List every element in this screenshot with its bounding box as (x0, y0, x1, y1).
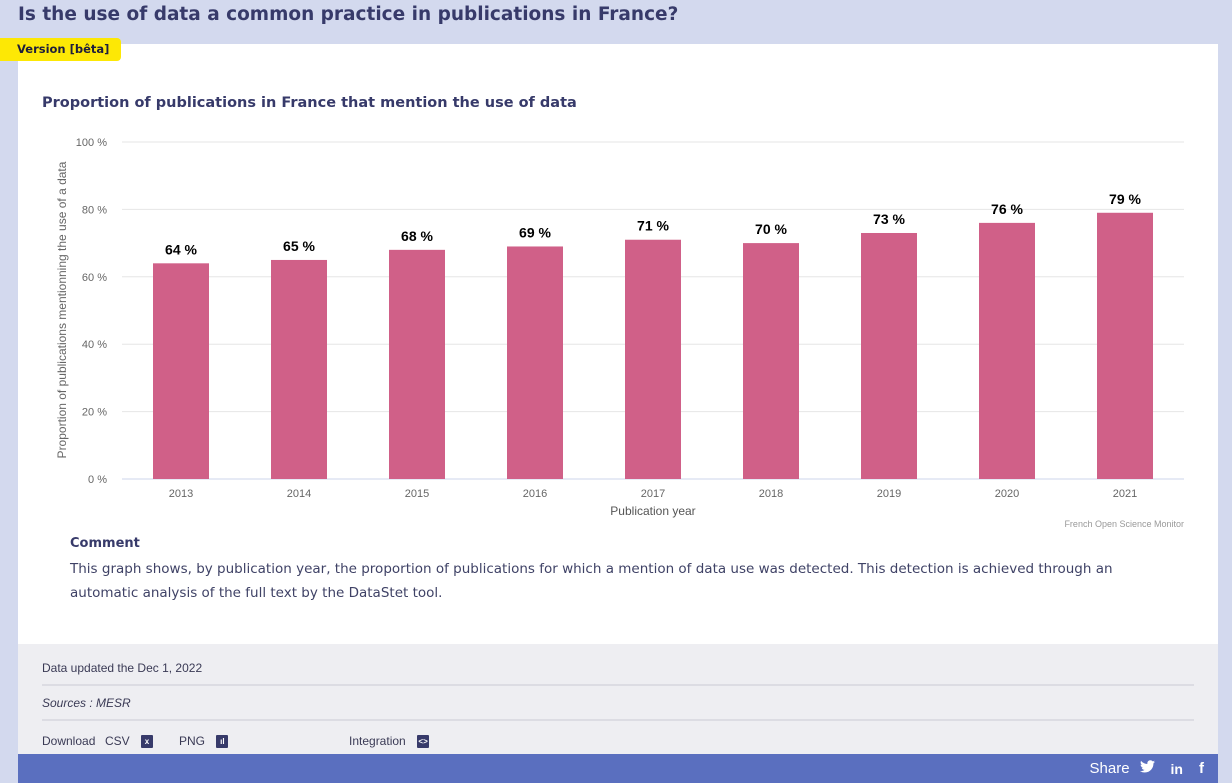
integration-button[interactable]: Integration <> (349, 734, 430, 749)
footer-panel: Data updated the Dec 1, 2022 Sources : M… (18, 644, 1218, 754)
y-tick-label: 40 % (82, 339, 107, 351)
data-label: 79 % (1109, 191, 1141, 207)
x-tick-label: 2021 (1113, 488, 1137, 500)
data-label: 76 % (991, 201, 1023, 217)
bar-chart: 0 % 20 % 40 % 60 % 80 % 100 % 64 % 2013 65 % 2014… (55, 137, 1184, 529)
footer-divider (42, 684, 1194, 686)
x-tick-label: 2014 (287, 488, 311, 500)
footer-divider (42, 719, 1194, 721)
y-tick-label: 20 % (82, 407, 107, 419)
data-label: 73 % (873, 211, 905, 227)
x-tick-label: 2020 (995, 488, 1019, 500)
y-tick-label: 0 % (88, 474, 107, 486)
png-label: PNG (179, 734, 206, 748)
sources-text: Sources : MESR (42, 696, 131, 710)
share-bar: Share in f (18, 754, 1218, 783)
integration-label: Integration (349, 734, 406, 748)
y-tick-label: 100 % (76, 137, 107, 149)
download-label: Download (42, 734, 96, 748)
bar-2013[interactable] (153, 263, 209, 479)
twitter-icon[interactable] (1139, 760, 1155, 777)
bar-2015[interactable] (389, 249, 445, 479)
data-label: 68 % (401, 228, 433, 244)
csv-label: CSV (105, 734, 130, 748)
bar-2017[interactable] (625, 239, 681, 479)
data-label: 70 % (755, 221, 787, 237)
x-tick-label: 2018 (759, 488, 783, 500)
comment-text: This graph shows, by publication year, t… (70, 561, 1113, 601)
chart-title: Proportion of publications in France tha… (42, 95, 577, 111)
x-tick-label: 2015 (405, 488, 429, 500)
y-tick-label: 80 % (82, 204, 107, 216)
x-tick-label: 2019 (877, 488, 901, 500)
bar-2016[interactable] (507, 246, 563, 479)
data-label: 69 % (519, 224, 551, 240)
download-csv-button[interactable]: CSV x (105, 734, 154, 749)
png-file-icon: ıl (216, 735, 229, 749)
chart-credit: French Open Science Monitor (1064, 519, 1184, 529)
page-title: Is the use of data a common practice in … (18, 4, 679, 25)
code-embed-icon: <> (417, 735, 430, 749)
bar-2021[interactable] (1097, 212, 1153, 479)
csv-file-icon: x (141, 735, 154, 749)
data-updated-text: Data updated the Dec 1, 2022 (42, 661, 203, 675)
bar-2019[interactable] (861, 232, 917, 479)
y-axis-title: Proportion of publications mentionning t… (55, 161, 69, 458)
bar-2018[interactable] (743, 243, 799, 479)
bar-2014[interactable] (271, 259, 327, 479)
data-label: 71 % (637, 218, 669, 234)
bar-2020[interactable] (979, 222, 1035, 479)
comment-heading: Comment (70, 536, 140, 551)
x-axis-title: Publication year (610, 504, 695, 518)
beta-badge: Version [bêta] (0, 38, 121, 61)
x-tick-label: 2016 (523, 488, 547, 500)
x-tick-label: 2013 (169, 488, 193, 500)
x-tick-label: 2017 (641, 488, 665, 500)
download-png-button[interactable]: PNG ıl (179, 734, 229, 749)
data-label: 65 % (283, 238, 315, 254)
linkedin-icon[interactable]: in (1170, 760, 1183, 777)
share-label: Share (1089, 760, 1130, 777)
share-group: Share in f (1080, 754, 1204, 783)
y-tick-label: 60 % (82, 272, 107, 284)
facebook-icon[interactable]: f (1199, 760, 1204, 777)
data-label: 64 % (165, 241, 197, 257)
